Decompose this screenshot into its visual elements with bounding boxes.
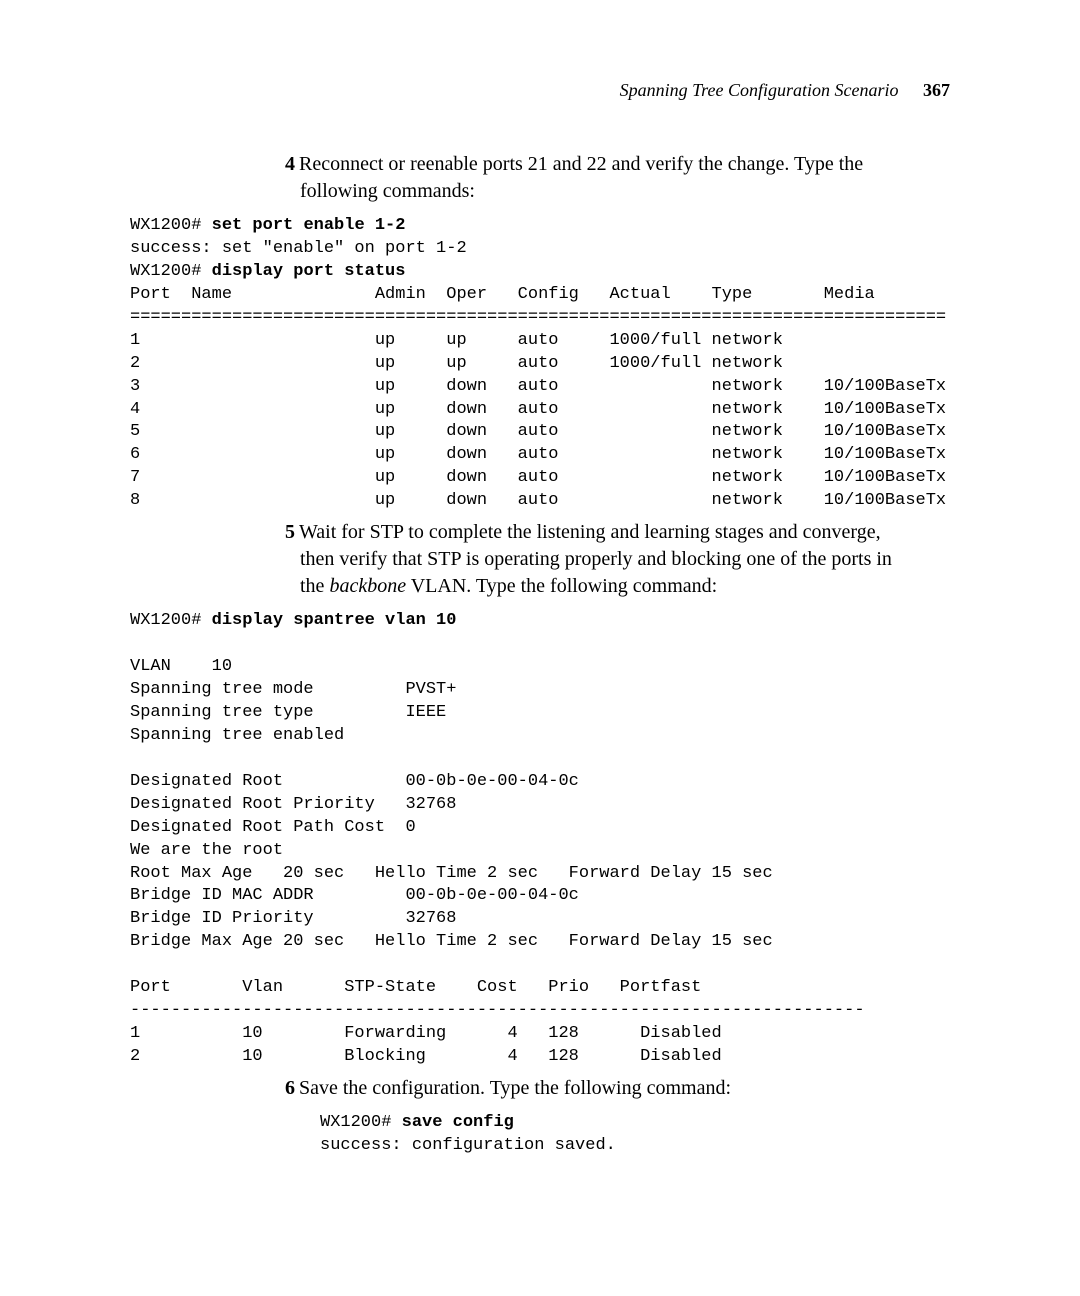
vlan-name: backbone [329,575,406,597]
out-line: Bridge Max Age 20 sec Hello Time 2 sec F… [130,932,773,951]
cmd-display-spantree: display spantree vlan 10 [212,611,457,630]
table-row: 3 up down auto network 10/100BaseTx [130,377,946,396]
table-row: 7 up down auto network 10/100BaseTx [130,468,946,487]
table-row: 6 up down auto network 10/100BaseTx [130,445,946,464]
table-row: 2 up up auto 1000/full network [130,354,783,373]
out-line: VLAN 10 [130,657,232,676]
page-header: Spanning Tree Configuration Scenario 367 [130,80,950,101]
page-number: 367 [923,80,950,100]
table-row: 2 10 Blocking 4 128 Disabled [130,1047,722,1066]
out-line: Spanning tree enabled [130,726,344,745]
prompt: WX1200# [130,611,212,630]
step-5-line1: Wait for STP to complete the listening a… [299,521,881,543]
terminal-block-3: WX1200# save config success: configurati… [320,1112,950,1158]
table-row: 1 10 Forwarding 4 128 Disabled [130,1024,722,1043]
step-4-num: 4 [270,153,295,176]
step-4-line2: following commands: [300,180,475,202]
out-line: Bridge ID Priority 32768 [130,909,456,928]
cmd-set-port: set port enable 1-2 [212,216,406,235]
cmd-save-config: save config [402,1113,514,1132]
terminal-block-1: WX1200# set port enable 1-2 success: set… [130,215,950,513]
table-row: 1 up up auto 1000/full network [130,331,783,350]
step-5-line3c: VLAN. Type the following command: [406,575,717,597]
table-row: 5 up down auto network 10/100BaseTx [130,422,946,441]
out-line: Root Max Age 20 sec Hello Time 2 sec For… [130,864,773,883]
prompt: WX1200# [130,262,212,281]
step-4: 4 Reconnect or reenable ports 21 and 22 … [300,151,950,205]
out-line: Spanning tree type IEEE [130,703,446,722]
terminal-block-2: WX1200# display spantree vlan 10 VLAN 10… [130,610,950,1069]
step-6: 6 Save the configuration. Type the follo… [300,1075,950,1102]
out-line: We are the root [130,841,283,860]
step-5-line2: then verify that STP is operating proper… [300,548,892,570]
out-line: Designated Root Path Cost 0 [130,818,416,837]
step-4-line1: Reconnect or reenable ports 21 and 22 an… [299,153,863,175]
table-row: 4 up down auto network 10/100BaseTx [130,400,946,419]
out-line: Designated Root 00-0b-0e-00-04-0c [130,772,579,791]
cmd-display-port: display port status [212,262,406,281]
table-row: 8 up down auto network 10/100BaseTx [130,491,946,510]
prompt: WX1200# [130,216,212,235]
table-divider: ========================================… [130,308,946,327]
out-line: Spanning tree mode PVST+ [130,680,456,699]
out-line: Bridge ID MAC ADDR 00-0b-0e-00-04-0c [130,886,579,905]
out-line: success: set "enable" on port 1-2 [130,239,467,258]
step-5: 5 Wait for STP to complete the listening… [300,519,950,600]
table-divider: ----------------------------------------… [130,1001,865,1020]
step-5-line3a: the [300,575,329,597]
step-6-text: Save the configuration. Type the followi… [299,1077,731,1099]
step-5-num: 5 [270,521,295,544]
out-line: success: configuration saved. [320,1136,616,1155]
prompt: WX1200# [320,1113,402,1132]
table-header: Port Name Admin Oper Config Actual Type … [130,285,875,304]
out-line: Designated Root Priority 32768 [130,795,456,814]
step-6-num: 6 [270,1077,295,1100]
header-title: Spanning Tree Configuration Scenario [620,80,899,100]
table-header: Port Vlan STP-State Cost Prio Portfast [130,978,701,997]
